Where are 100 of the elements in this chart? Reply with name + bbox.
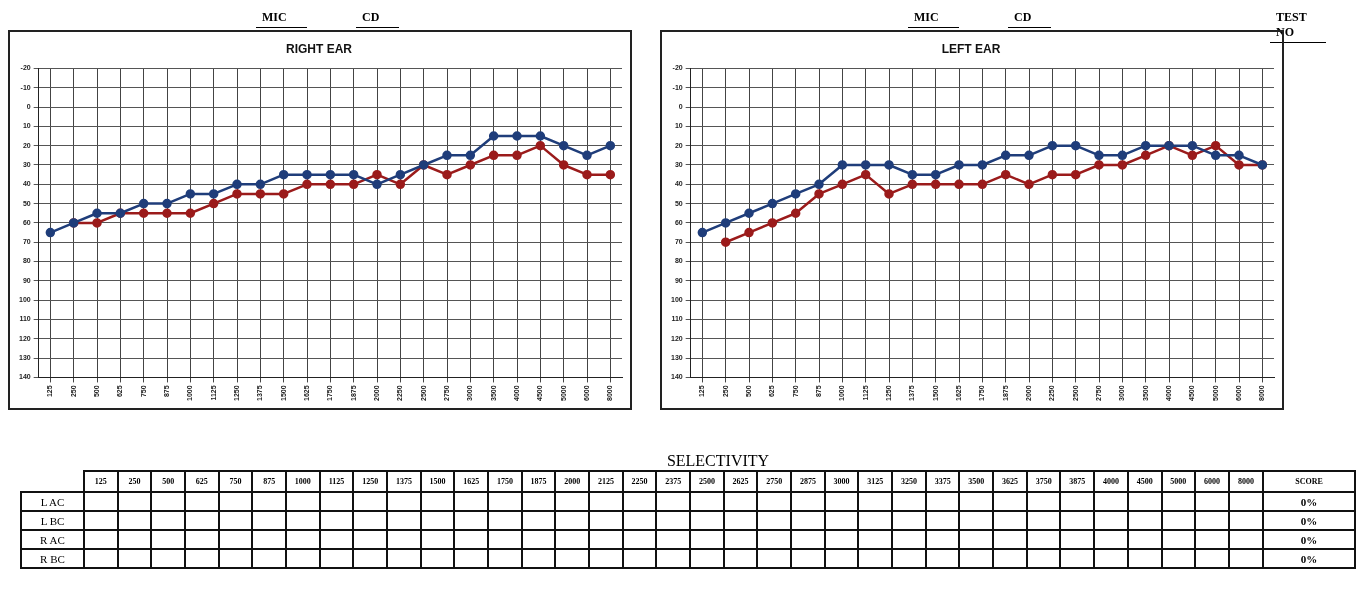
x-tick-label: 2875 [791, 471, 825, 492]
chart-title: SELECTIVITY [665, 452, 771, 470]
point [185, 189, 196, 199]
point [558, 160, 569, 170]
data-label: 0% [1263, 530, 1355, 549]
point [1000, 169, 1011, 180]
y-tick-label: R AC [21, 530, 84, 549]
point [255, 189, 266, 199]
point [535, 131, 546, 141]
point [1070, 140, 1081, 151]
point [232, 179, 242, 190]
x-tick-label: 3875 [1060, 471, 1095, 492]
point [814, 179, 824, 190]
point [1000, 150, 1011, 161]
y-tick-label: L BC [21, 511, 84, 530]
point [512, 150, 522, 161]
point [860, 169, 871, 180]
text: CD [356, 10, 400, 28]
data-label: 0% [1263, 492, 1355, 511]
x-tick-label: 875 [252, 471, 287, 492]
point [1234, 160, 1244, 170]
point [582, 169, 592, 180]
x-tick-label: 250 [117, 471, 152, 492]
point [884, 160, 894, 170]
point [442, 150, 452, 161]
point [162, 208, 172, 219]
point [138, 198, 149, 209]
point [325, 169, 336, 180]
point [232, 189, 242, 199]
point [930, 169, 941, 180]
point [767, 218, 778, 228]
text: MIC [256, 10, 307, 28]
point [720, 218, 731, 228]
x-tick-label: 4500 [1127, 471, 1162, 492]
point [162, 198, 172, 209]
point [1140, 140, 1151, 151]
point [92, 218, 102, 228]
point [1047, 140, 1058, 151]
x-tick-label: 1125 [319, 471, 354, 492]
x-tick-label: 3250 [892, 471, 926, 492]
x-tick-label: 2500 [690, 471, 724, 492]
point [977, 179, 988, 190]
x-tick-label: 2000 [555, 471, 590, 492]
x-tick-label: 8000 [1228, 471, 1263, 492]
point [488, 150, 499, 161]
point [348, 179, 359, 190]
point [790, 189, 801, 199]
x-tick-label: 2375 [656, 471, 691, 492]
point [1117, 150, 1128, 161]
x-tick-label: 625 [185, 471, 219, 492]
x-tick-label: 3750 [1026, 471, 1061, 492]
data-label: 0% [1263, 549, 1355, 568]
x-tick-label: 1750 [488, 471, 522, 492]
point [605, 140, 616, 151]
point [372, 179, 382, 190]
point [1047, 169, 1058, 180]
point [325, 179, 336, 190]
point [1187, 140, 1198, 151]
point [45, 227, 56, 238]
point [954, 160, 964, 170]
x-tick-label: 3375 [925, 471, 960, 492]
point [790, 208, 801, 219]
point [1117, 160, 1128, 170]
point [1024, 150, 1034, 161]
point [302, 169, 312, 180]
y-tick-label: L AC [21, 492, 84, 511]
point [744, 227, 754, 238]
point [582, 150, 592, 161]
point [977, 160, 988, 170]
point [488, 131, 499, 141]
point [907, 179, 918, 190]
point [442, 169, 452, 180]
x-tick-label: 1625 [454, 471, 489, 492]
point [348, 169, 359, 180]
point [1234, 150, 1244, 161]
point [395, 179, 406, 190]
point [208, 189, 219, 199]
text: MIC [908, 10, 959, 28]
x-tick-label: 125 [84, 471, 118, 492]
x-tick-label: 4000 [1094, 471, 1128, 492]
point [535, 140, 546, 151]
point [558, 140, 569, 151]
chart-title: RIGHT EAR [286, 41, 353, 56]
point [767, 198, 778, 209]
x-tick-label: 3625 [993, 471, 1027, 492]
point [1140, 150, 1151, 161]
point [837, 160, 848, 170]
x-tick-label: 1375 [387, 471, 421, 492]
point [512, 131, 522, 141]
point [697, 227, 708, 238]
x-tick-label: 2750 [757, 471, 792, 492]
text: CD [1008, 10, 1052, 28]
x-tick-label: 2125 [589, 471, 623, 492]
point [605, 169, 616, 180]
x-tick-label: 3500 [959, 471, 994, 492]
x-tick-label: 2250 [622, 471, 657, 492]
point [372, 169, 382, 180]
point [744, 208, 754, 219]
point [837, 179, 848, 190]
x-tick-label: 1875 [521, 471, 556, 492]
